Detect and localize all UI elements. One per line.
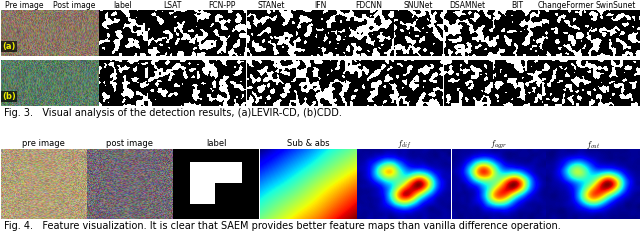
- Text: (b): (b): [3, 92, 16, 101]
- Text: LSAT: LSAT: [163, 1, 182, 10]
- Text: Sub & abs: Sub & abs: [287, 139, 329, 148]
- Text: STANet: STANet: [257, 1, 285, 10]
- Text: $f_{aggr}$: $f_{aggr}$: [490, 139, 507, 151]
- Text: ChangeFormer: ChangeFormer: [538, 1, 595, 10]
- Text: FCN-PP: FCN-PP: [208, 1, 236, 10]
- Text: SNUNet: SNUNet: [404, 1, 433, 10]
- Text: BIT: BIT: [511, 1, 523, 10]
- Text: $f_{out}$: $f_{out}$: [586, 139, 600, 151]
- Text: label: label: [205, 139, 227, 148]
- Text: pre image: pre image: [22, 139, 65, 148]
- Text: SwinSunet: SwinSunet: [595, 1, 636, 10]
- Text: Fig. 4.   Feature visualization. It is clear that SAEM provides better feature m: Fig. 4. Feature visualization. It is cle…: [4, 221, 561, 231]
- Text: post image: post image: [106, 139, 153, 148]
- Text: Post image: Post image: [52, 1, 95, 10]
- Text: $f_{dif}$: $f_{dif}$: [397, 139, 411, 151]
- Text: FDCNN: FDCNN: [356, 1, 383, 10]
- Text: IFN: IFN: [314, 1, 326, 10]
- Text: (a): (a): [3, 42, 16, 51]
- Text: label: label: [114, 1, 132, 10]
- Text: Fig. 3.   Visual analysis of the detection results, (a)LEVIR-CD, (b)CDD.: Fig. 3. Visual analysis of the detection…: [4, 108, 342, 118]
- Text: Pre image: Pre image: [5, 1, 44, 10]
- Text: DSAMNet: DSAMNet: [450, 1, 486, 10]
